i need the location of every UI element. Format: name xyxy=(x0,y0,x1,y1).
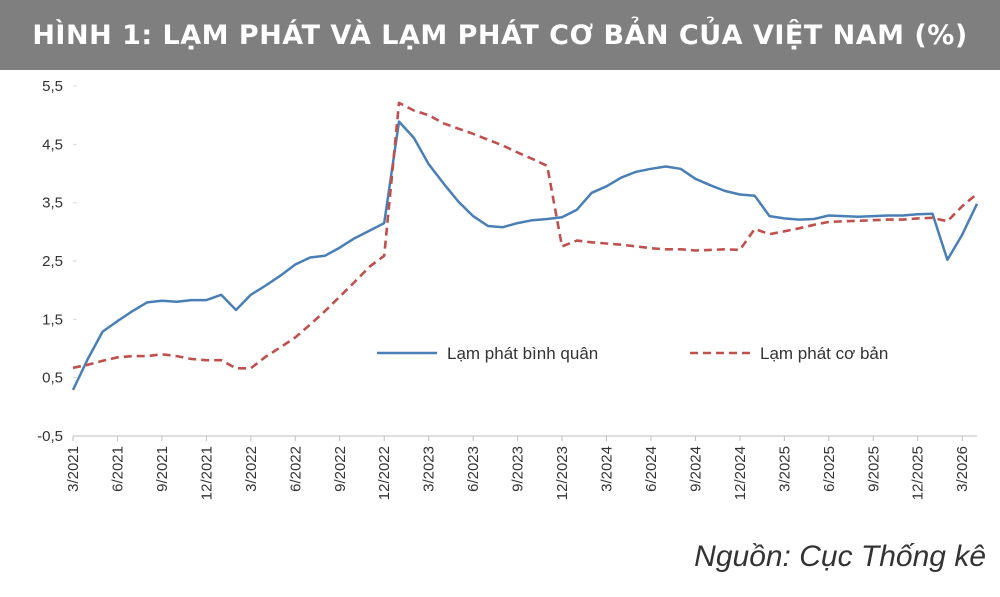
x-tick-label: 9/2021 xyxy=(154,446,171,492)
y-tick-label: 4,5 xyxy=(42,136,63,153)
x-tick-label: 12/2021 xyxy=(198,446,215,500)
x-tick-label: 3/2023 xyxy=(421,446,438,492)
x-tick-label: 3/2025 xyxy=(776,446,793,492)
x-tick-label: 3/2021 xyxy=(65,446,82,492)
x-tick-label: 6/2022 xyxy=(287,446,304,492)
y-tick-label: 2,5 xyxy=(42,253,63,270)
x-tick-label: 9/2025 xyxy=(865,446,882,492)
x-tick-label: 9/2024 xyxy=(687,446,704,492)
source-note: Nguồn: Cục Thống kê xyxy=(694,540,986,573)
y-tick-label: 3,5 xyxy=(42,195,63,212)
legend-label-1: Lạm phát bình quân xyxy=(447,344,598,363)
x-tick-label: 6/2021 xyxy=(109,446,126,492)
title-bar: HÌNH 1: LẠM PHÁT VÀ LẠM PHÁT CƠ BẢN CỦA … xyxy=(0,0,1000,70)
chart-title: HÌNH 1: LẠM PHÁT VÀ LẠM PHÁT CƠ BẢN CỦA … xyxy=(32,19,968,51)
x-tick-label: 6/2023 xyxy=(465,446,482,492)
x-tick-label: 6/2025 xyxy=(821,446,838,492)
x-tick-label: 3/2022 xyxy=(243,446,260,492)
y-tick-label: 1,5 xyxy=(42,311,63,328)
x-tick-label: 9/2022 xyxy=(332,446,349,492)
x-tick-label: 12/2023 xyxy=(554,446,571,500)
y-tick-label: 0,5 xyxy=(42,370,63,387)
y-tick-label: -0,5 xyxy=(37,428,63,445)
x-tick-label: 12/2025 xyxy=(910,446,927,500)
line-chart: 5,5 4,5 3,5 2,5 1,5 0,5 -0,5 3/2021 6/2021 9/202… xyxy=(37,78,979,500)
series-line-1 xyxy=(71,120,979,391)
x-tick-label: 3/2024 xyxy=(599,446,616,492)
x-tick-label: 6/2024 xyxy=(643,446,660,492)
x-tick-label: 9/2023 xyxy=(510,446,527,492)
series-line-2 xyxy=(72,101,978,370)
legend-label-2: Lạm phát cơ bản xyxy=(760,344,888,363)
y-tick-label: 5,5 xyxy=(42,78,63,95)
x-tick-label: 3/2026 xyxy=(954,446,971,492)
x-tick-label: 12/2024 xyxy=(732,446,749,500)
x-tick-label: 12/2022 xyxy=(376,446,393,500)
